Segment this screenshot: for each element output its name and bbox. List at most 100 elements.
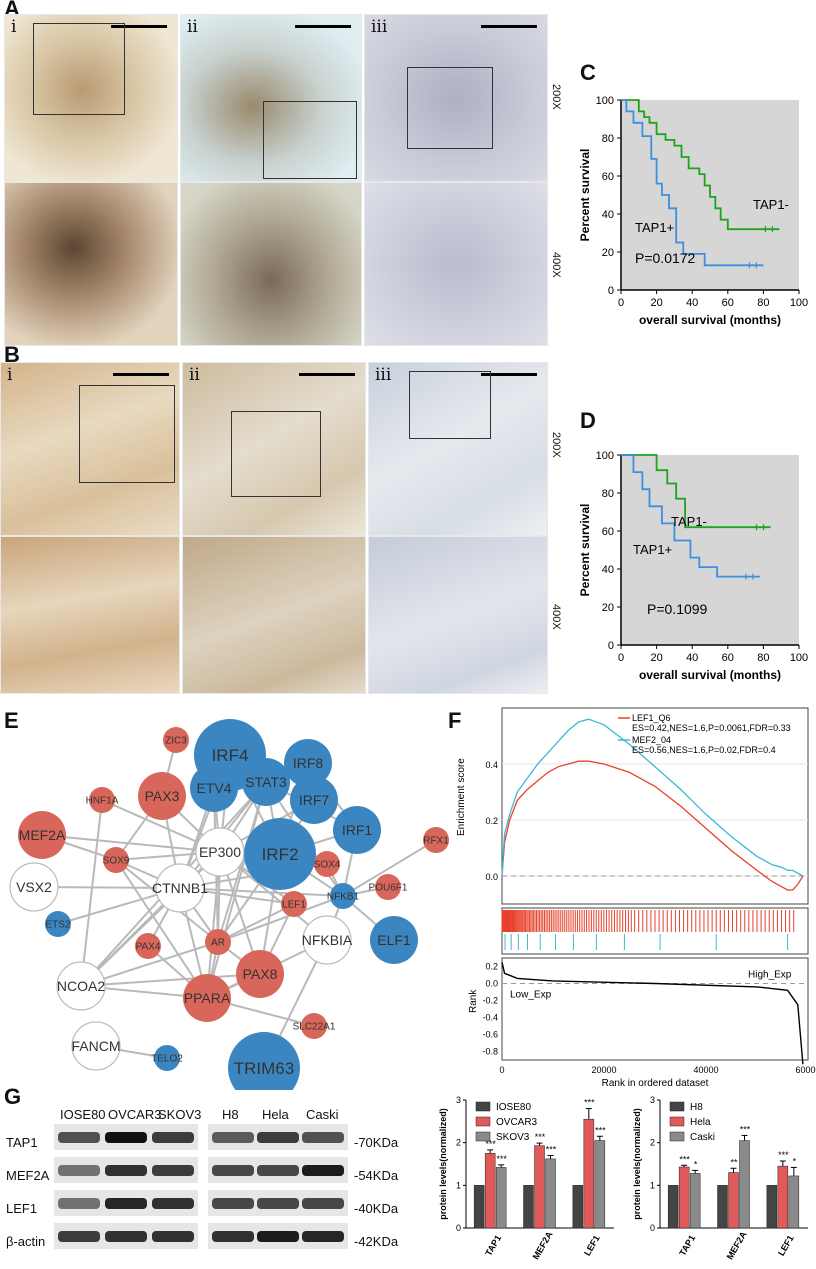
node-label: ELF1	[377, 932, 411, 948]
y-tick-label: 60	[602, 526, 614, 538]
x-category-label: TAP1	[677, 1233, 697, 1257]
y-axis-label: Enrichment score	[456, 758, 467, 836]
magnification-label: 400X	[550, 604, 562, 630]
blot-band	[152, 1165, 194, 1176]
bar	[473, 1185, 485, 1229]
blot-band	[152, 1132, 194, 1143]
x-tick-label: 40	[686, 297, 698, 309]
protein-label: TAP1	[6, 1135, 38, 1150]
bar	[739, 1140, 750, 1229]
y-tick-label: -0.2	[482, 996, 498, 1006]
curve-label-neg: TAP1-	[671, 514, 707, 529]
survival-chart-c: 0 20 40 60 80 100 0 20 40 60 80 100 overall survival…	[578, 95, 808, 327]
x-tick-label: 100	[790, 652, 808, 664]
enrichment-curve	[501, 718, 804, 877]
network-node	[242, 758, 290, 806]
bar	[484, 1153, 496, 1229]
scale-bar	[295, 25, 351, 28]
scale-bar	[481, 25, 537, 28]
y-tick-label: 1	[456, 1180, 461, 1190]
legend-label: IOSE80	[496, 1102, 531, 1113]
node-label: IRF1	[342, 822, 373, 838]
significance-mark: *	[694, 1159, 698, 1169]
x-axis-label: overall survival (months)	[639, 668, 781, 682]
micrograph-b-ii-200x: ii	[182, 362, 366, 536]
legend-swatch	[669, 1116, 685, 1127]
x-tick-label: 40000	[693, 1065, 718, 1075]
roman-numeral: ii	[189, 365, 200, 385]
network-node	[190, 764, 238, 812]
network-node	[333, 806, 381, 854]
y-tick-label: 20	[602, 247, 614, 259]
network-edge	[217, 903, 295, 943]
roman-numeral: iii	[375, 365, 392, 385]
blot-band	[152, 1231, 194, 1242]
y-tick-label: 1	[650, 1180, 655, 1190]
x-category-label: LEF1	[776, 1233, 796, 1257]
network-node	[314, 851, 340, 877]
blot-band	[257, 1132, 299, 1143]
network-node	[135, 933, 161, 959]
inset-box	[79, 385, 175, 483]
roman-numeral: i	[7, 365, 13, 385]
x-tick-label: 80	[757, 652, 769, 664]
legend-label: OVCAR3	[496, 1117, 538, 1128]
legend-name: MEF2_04	[632, 735, 671, 745]
size-label: -70KDa	[354, 1135, 399, 1150]
x-axis-label: overall survival (months)	[639, 313, 781, 327]
protein-label: LEF1	[6, 1201, 38, 1216]
network-node	[244, 818, 316, 890]
y-tick-label: 0	[608, 640, 614, 652]
node-label: TRIM63	[234, 1059, 294, 1078]
network-node	[330, 883, 356, 909]
bar	[728, 1172, 739, 1229]
panel-label-c: C	[580, 60, 596, 85]
y-tick-label: -0.6	[482, 1030, 498, 1040]
micrograph-b-i-200x: i	[0, 362, 180, 536]
blot-band	[257, 1165, 299, 1176]
survival-curve	[621, 454, 771, 529]
network-node	[18, 811, 66, 859]
legend-label: Hela	[690, 1117, 711, 1128]
bar	[572, 1185, 584, 1229]
panel-label-g: G	[4, 1084, 22, 1109]
blot-band	[58, 1132, 100, 1143]
node-label: SOX9	[103, 856, 130, 867]
network-node	[301, 1013, 327, 1039]
network-node	[103, 847, 129, 873]
x-tick-label: 60	[722, 297, 734, 309]
network-node	[163, 727, 189, 753]
bar	[678, 1166, 690, 1229]
node-label: PAX8	[243, 966, 278, 982]
node-label: LEF1	[282, 900, 306, 911]
p-value: P=0.1099	[647, 601, 708, 617]
node-label: RFX1	[423, 836, 449, 847]
network-edge	[41, 834, 221, 853]
y-tick-label: 0.0	[485, 872, 498, 882]
blot-band	[302, 1165, 344, 1176]
survival-curve	[621, 99, 764, 267]
x-category-label: MEF2A	[531, 1229, 555, 1261]
blot-band	[212, 1165, 254, 1176]
curve-label-pos: TAP1+	[635, 220, 674, 235]
blot-lane-label: SKOV3	[158, 1107, 202, 1122]
node-label: MEF2A	[19, 827, 66, 843]
network-node	[56, 961, 106, 1011]
inset-box	[263, 101, 357, 179]
node-label: ETV4	[196, 780, 231, 796]
network-node	[138, 772, 186, 820]
legend-label: Caski	[690, 1132, 715, 1143]
y-tick-label: 3	[456, 1095, 461, 1105]
y-tick-label: 0.2	[485, 962, 498, 972]
scale-bar	[113, 373, 169, 376]
network-node	[45, 911, 71, 937]
network-edge	[80, 799, 103, 987]
inset-box	[409, 371, 491, 439]
survival-chart-d: 0 20 40 60 80 100 0 20 40 60 80 100 overall survival…	[578, 450, 808, 682]
magnification-label: 200X	[550, 432, 562, 458]
bar	[545, 1158, 556, 1229]
y-tick-label: 40	[602, 564, 614, 576]
network-edge	[80, 973, 261, 987]
x-axis-label: Rank in ordered dataset	[602, 1078, 709, 1089]
